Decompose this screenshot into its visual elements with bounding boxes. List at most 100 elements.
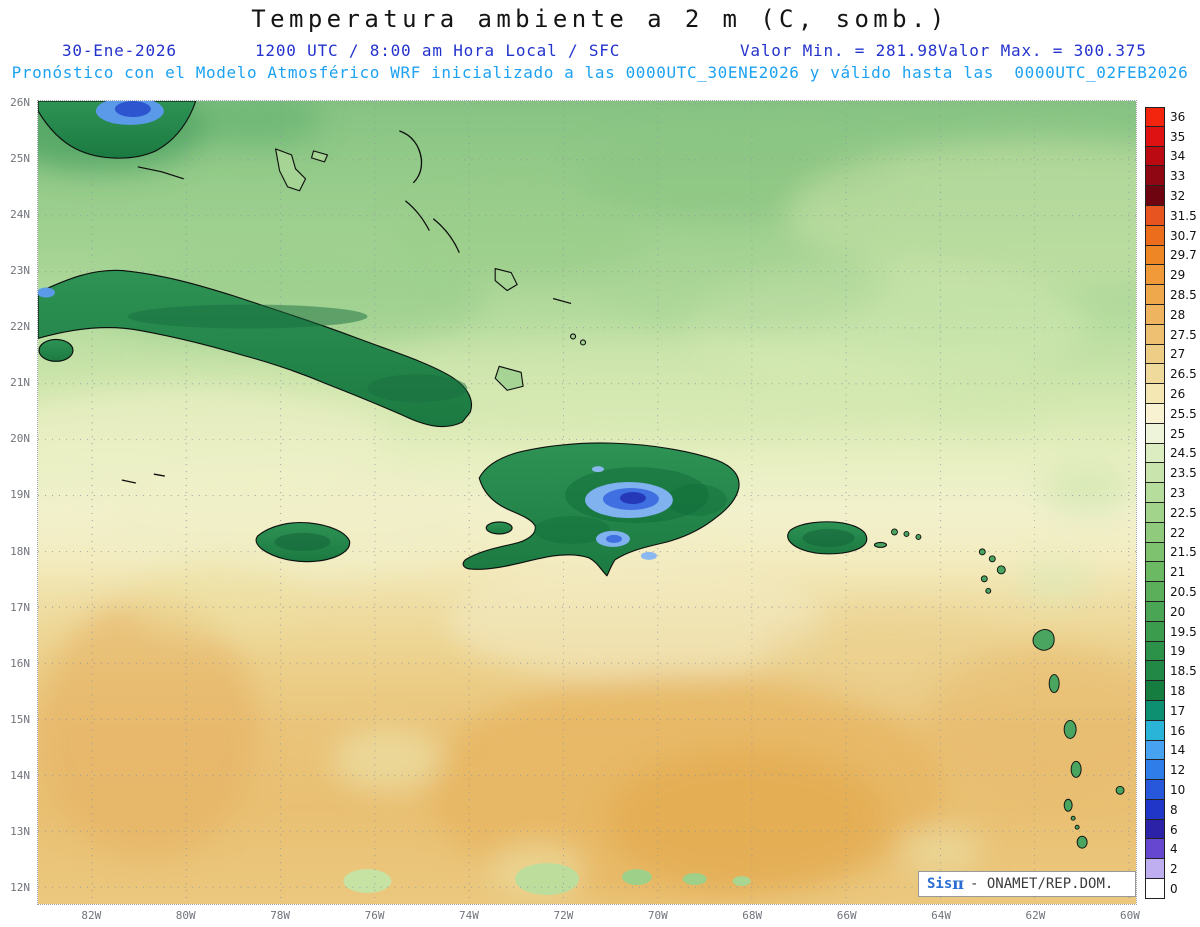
lon-tick-label: 66W bbox=[836, 909, 857, 922]
colorbar-label: 18.5 bbox=[1170, 664, 1197, 679]
cayman-islands bbox=[121, 473, 165, 484]
colorbar-label: 22 bbox=[1170, 525, 1186, 540]
colorbar-label: 32 bbox=[1170, 189, 1186, 204]
sispi-logo: Sis bbox=[927, 876, 953, 892]
colorbar-swatch bbox=[1145, 285, 1165, 305]
colorbar-swatch bbox=[1145, 879, 1165, 899]
colorbar-label: 21.5 bbox=[1170, 545, 1197, 560]
cold-cores bbox=[38, 101, 673, 560]
colorbar-row: 4 bbox=[1145, 839, 1200, 860]
colorbar-swatch bbox=[1145, 641, 1165, 662]
colorbar-row: 10 bbox=[1145, 780, 1200, 800]
colorbar-swatch bbox=[1145, 621, 1165, 642]
colorbar-row: 28.5 bbox=[1145, 285, 1200, 305]
colorbar-label: 18 bbox=[1170, 684, 1186, 698]
colorbar-label: 19 bbox=[1170, 644, 1186, 659]
colorbar: 36 35 34 33 32 31.5 30.7 29.7 29 28.5 28 27.5 27 26.5… bbox=[1145, 107, 1200, 899]
colorbar-label: 14 bbox=[1170, 743, 1186, 758]
colorbar-swatch bbox=[1145, 324, 1165, 345]
colorbar-label: 2 bbox=[1170, 862, 1178, 877]
colorbar-label: 31.5 bbox=[1170, 208, 1197, 223]
colorbar-swatch bbox=[1145, 502, 1165, 523]
colorbar-swatch bbox=[1145, 819, 1165, 840]
colorbar-label: 10 bbox=[1170, 782, 1186, 797]
temperature-map bbox=[38, 101, 1136, 904]
colorbar-row: 6 bbox=[1145, 819, 1200, 840]
colorbar-swatch bbox=[1145, 443, 1165, 464]
colorbar-label: 6 bbox=[1170, 822, 1178, 837]
ocean-green-spots bbox=[343, 863, 751, 896]
colorbar-swatch bbox=[1145, 403, 1165, 424]
colorbar-swatch bbox=[1145, 107, 1165, 127]
colorbar-row: 30.7 bbox=[1145, 225, 1200, 246]
st-lucia-island bbox=[1070, 760, 1082, 778]
colorbar-label: 29 bbox=[1170, 268, 1186, 283]
colorbar-label: 17 bbox=[1170, 703, 1186, 718]
colorbar-row: 27 bbox=[1145, 344, 1200, 365]
lon-tick-label: 74W bbox=[459, 909, 479, 922]
isla-juventud bbox=[38, 338, 74, 362]
colorbar-row: 34 bbox=[1145, 146, 1200, 167]
colorbar-label: 34 bbox=[1170, 149, 1186, 164]
map-area bbox=[37, 100, 1137, 905]
colorbar-label: 20.5 bbox=[1170, 585, 1197, 600]
attribution-box: Sis π - ONAMET/REP.DOM. bbox=[918, 871, 1136, 897]
colorbar-label: 26 bbox=[1170, 387, 1186, 402]
colorbar-label: 19.5 bbox=[1170, 624, 1197, 639]
caicos-island bbox=[569, 333, 577, 340]
colorbar-row: 21 bbox=[1145, 562, 1200, 583]
colorbar-swatch bbox=[1145, 859, 1165, 880]
colorbar-row: 31.5 bbox=[1145, 205, 1200, 226]
colorbar-swatch bbox=[1145, 186, 1165, 206]
colorbar-swatch bbox=[1145, 700, 1165, 721]
colorbar-swatch bbox=[1145, 245, 1165, 266]
value-min-label: Valor Min. = 281.98 bbox=[740, 41, 939, 60]
colorbar-label: 12 bbox=[1170, 763, 1186, 778]
lon-tick-label: 60W bbox=[1119, 909, 1140, 922]
virgin-islands bbox=[890, 528, 898, 536]
colorbar-label: 33 bbox=[1170, 169, 1186, 184]
grenada-island bbox=[1076, 835, 1088, 849]
lesser-antilles bbox=[890, 528, 1125, 849]
antigua-island bbox=[996, 565, 1006, 575]
lat-tick-label: 24N bbox=[10, 208, 30, 221]
colorbar-swatch bbox=[1145, 205, 1165, 226]
colorbar-swatch bbox=[1145, 760, 1165, 781]
colorbar-swatch bbox=[1145, 522, 1165, 543]
forecast-date: 30-Ene-2026 bbox=[62, 41, 177, 60]
colorbar-swatch bbox=[1145, 364, 1165, 385]
colorbar-row: 14 bbox=[1145, 740, 1200, 761]
colorbar-row: 25 bbox=[1145, 423, 1200, 444]
colorbar-row: 0 bbox=[1145, 879, 1200, 899]
lon-axis: 82W 80W 78W 76W 74W 72W 70W 68W 66W 64W 62W 60W bbox=[37, 909, 1140, 925]
martinique-island bbox=[1063, 720, 1077, 739]
colorbar-row: 23 bbox=[1145, 483, 1200, 503]
colorbar-swatch bbox=[1145, 780, 1165, 800]
colorbar-label: 29.7 bbox=[1170, 248, 1197, 263]
colorbar-row: 19 bbox=[1145, 641, 1200, 662]
bahamas-andros bbox=[275, 148, 307, 192]
colorbar-row: 16 bbox=[1145, 720, 1200, 741]
colorbar-label: 36 bbox=[1170, 109, 1186, 124]
lon-tick-label: 80W bbox=[175, 909, 196, 922]
colorbar-swatch bbox=[1145, 423, 1165, 444]
montserrat-island bbox=[985, 587, 992, 594]
colorbar-row: 12 bbox=[1145, 760, 1200, 781]
colorbar-row: 23.5 bbox=[1145, 463, 1200, 484]
lat-axis: 26N 25N 24N 23N 22N 21N 20N 19N 18N 17N 16N 15N 14N 1… bbox=[0, 96, 33, 905]
cuba-island bbox=[38, 269, 472, 428]
colorbar-label: 8 bbox=[1170, 802, 1178, 817]
bahamas-exuma bbox=[404, 200, 430, 231]
lon-tick-label: 68W bbox=[742, 909, 763, 922]
colorbar-label: 27 bbox=[1170, 347, 1186, 362]
colorbar-swatch bbox=[1145, 483, 1165, 503]
bahamas-crooked-island bbox=[494, 268, 518, 292]
colorbar-label: 24.5 bbox=[1170, 446, 1197, 461]
lon-tick-label: 64W bbox=[931, 909, 951, 922]
colorbar-row: 24.5 bbox=[1145, 443, 1200, 464]
colorbar-row: 29 bbox=[1145, 265, 1200, 286]
colorbar-swatch bbox=[1145, 582, 1165, 602]
colorbar-label: 35 bbox=[1170, 129, 1186, 144]
colorbar-row: 25.5 bbox=[1145, 403, 1200, 424]
